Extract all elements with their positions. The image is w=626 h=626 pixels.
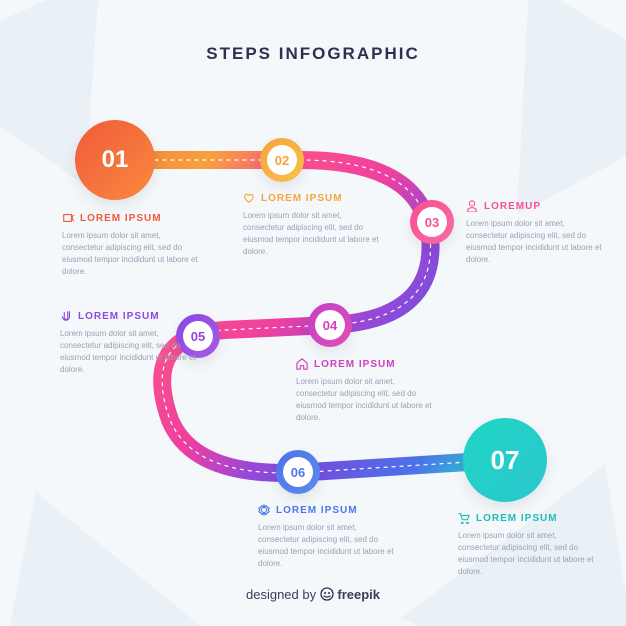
step-node-03: 03 <box>410 200 454 244</box>
block-title: LOREM IPSUM <box>314 359 396 370</box>
block-title: LOREMUP <box>484 201 541 212</box>
block-header: LOREM IPSUM <box>258 504 398 516</box>
step-number: 04 <box>323 318 337 333</box>
footer-credit: designed by freepik <box>0 587 626 602</box>
step-number: 02 <box>275 153 289 168</box>
block-title: LOREM IPSUM <box>80 213 162 224</box>
block-title: LOREM IPSUM <box>78 311 160 322</box>
heart-icon <box>243 192 255 204</box>
step-number: 07 <box>491 445 520 476</box>
footer-brand: freepik <box>337 587 380 602</box>
user-icon <box>466 200 478 212</box>
step-node-04: 04 <box>308 303 352 347</box>
clip-icon <box>60 310 72 322</box>
block-title: LOREM IPSUM <box>261 193 343 204</box>
home-icon <box>296 358 308 370</box>
freepik-logo-icon <box>320 587 334 601</box>
step-node-07: 07 <box>463 418 547 502</box>
cart-icon <box>458 512 470 524</box>
block-header: LOREM IPSUM <box>296 358 436 370</box>
block-title: LOREM IPSUM <box>476 513 558 524</box>
text-block-01: LOREM IPSUM Lorem ipsum dolor sit amet, c… <box>62 212 202 278</box>
text-block-02: LOREM IPSUM Lorem ipsum dolor sit amet, c… <box>243 192 383 258</box>
block-body: Lorem ipsum dolor sit amet, consectetur … <box>62 230 202 278</box>
step-node-02: 02 <box>260 138 304 182</box>
block-header: LOREM IPSUM <box>60 310 200 322</box>
video-icon <box>62 212 74 224</box>
text-block-03: LOREMUP Lorem ipsum dolor sit amet, conse… <box>466 200 606 266</box>
step-number: 06 <box>291 465 305 480</box>
text-block-06: LOREM IPSUM Lorem ipsum dolor sit amet, c… <box>258 504 398 570</box>
block-body: Lorem ipsum dolor sit amet, consectetur … <box>60 328 200 376</box>
block-header: LOREM IPSUM <box>243 192 383 204</box>
step-number: 01 <box>102 146 129 174</box>
step-number: 03 <box>425 215 439 230</box>
block-body: Lorem ipsum dolor sit amet, consectetur … <box>458 530 598 578</box>
block-body: Lorem ipsum dolor sit amet, consectetur … <box>258 522 398 570</box>
block-header: LOREM IPSUM <box>458 512 598 524</box>
text-block-04: LOREM IPSUM Lorem ipsum dolor sit amet, c… <box>296 358 436 424</box>
step-node-06: 06 <box>276 450 320 494</box>
block-title: LOREM IPSUM <box>276 505 358 516</box>
step-number: 05 <box>191 329 205 344</box>
block-body: Lorem ipsum dolor sit amet, consectetur … <box>296 376 436 424</box>
gear-icon <box>258 504 270 516</box>
block-body: Lorem ipsum dolor sit amet, consectetur … <box>243 210 383 258</box>
text-block-07: LOREM IPSUM Lorem ipsum dolor sit amet, c… <box>458 512 598 578</box>
block-body: Lorem ipsum dolor sit amet, consectetur … <box>466 218 606 266</box>
block-header: LOREM IPSUM <box>62 212 202 224</box>
step-node-01: 01 <box>75 120 155 200</box>
block-header: LOREMUP <box>466 200 606 212</box>
footer-prefix: designed by <box>246 587 320 602</box>
infographic-canvas: STEPS INFOGRAPHIC 01020304050607 LOREM I… <box>0 0 626 626</box>
text-block-05: LOREM IPSUM Lorem ipsum dolor sit amet, c… <box>60 310 200 376</box>
